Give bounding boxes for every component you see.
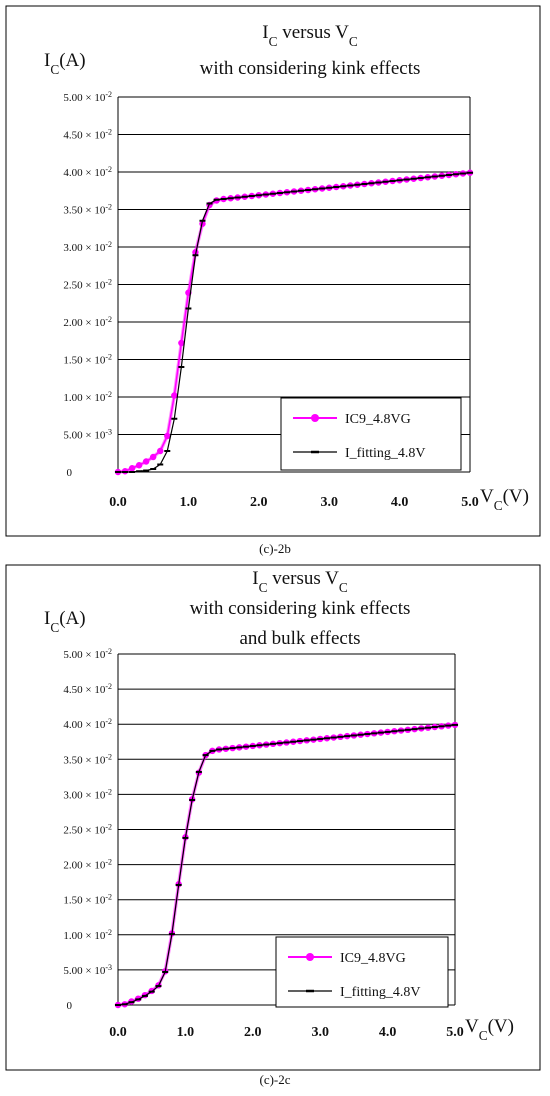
chart-title-line-1: IC versus VC — [262, 22, 358, 49]
legend-label: I_fitting_4.8V — [345, 446, 426, 461]
x-tick-label: 0.0 — [109, 1025, 127, 1040]
y-axis-label: IC(A) — [44, 50, 86, 77]
series-point-ic9 — [142, 458, 150, 465]
y-tick-label: 4.50 × 10-2 — [63, 682, 112, 697]
x-tick-label: 3.0 — [311, 1025, 329, 1040]
chart-panel-1: IC versus VC with considering kink effect… — [5, 5, 541, 537]
legend: IC9_4.8VG I_fitting_4.8V — [280, 397, 462, 471]
series-point-ic9 — [135, 462, 143, 469]
chart-title-line-1: IC versus VC — [252, 568, 348, 595]
x-tick-label: 0.0 — [109, 495, 127, 510]
legend: IC9_4.8VG I_fitting_4.8V — [275, 936, 449, 1008]
y-tick-label: 3.50 × 10-2 — [63, 202, 112, 217]
legend-label: IC9_4.8VG — [340, 951, 406, 966]
x-tick-label: 1.0 — [177, 1025, 195, 1040]
series-point-ic9 — [150, 453, 157, 461]
y-tick-label: 1.50 × 10-2 — [63, 892, 112, 907]
x-axis-label: VC(V) — [480, 486, 529, 513]
legend-label: IC9_4.8VG — [345, 412, 411, 427]
y-tick-label: 1.00 × 10-2 — [63, 390, 112, 405]
chart-title-line-3: and bulk effects — [240, 628, 361, 649]
x-tick-label: 5.0 — [461, 495, 479, 510]
legend-swatch-marker — [311, 414, 319, 422]
chart-panel-2: IC versus VC with considering kink effect… — [5, 564, 541, 1071]
y-tick-label: 2.00 × 10-2 — [63, 857, 112, 872]
y-tick-label: 1.50 × 10-2 — [63, 352, 112, 367]
x-axis-label: VC(V) — [465, 1016, 514, 1043]
y-tick-label: 4.50 × 10-2 — [63, 127, 112, 142]
x-tick-label: 2.0 — [250, 495, 268, 510]
chart-title-line-2: with considering kink effects — [190, 598, 411, 619]
figure-caption: (c)-2b — [259, 541, 291, 556]
y-tick-label: 3.00 × 10-2 — [63, 787, 112, 802]
x-tick-label: 2.0 — [244, 1025, 262, 1040]
series-point-ic9 — [157, 447, 164, 455]
y-tick-label: 0 — [67, 467, 73, 479]
y-tick-label: 4.00 × 10-2 — [63, 165, 112, 180]
y-tick-label: 2.50 × 10-2 — [63, 822, 112, 837]
x-tick-label: 5.0 — [446, 1025, 464, 1040]
y-tick-label: 1.00 × 10-2 — [63, 927, 112, 942]
x-tick-label: 4.0 — [391, 495, 409, 510]
x-tick-label: 4.0 — [379, 1025, 397, 1040]
series-point-ic9 — [171, 392, 178, 399]
x-tick-label: 1.0 — [180, 495, 198, 510]
legend-swatch-marker — [306, 953, 314, 961]
chart-title-line-2: with considering kink effects — [200, 58, 421, 79]
y-tick-label: 5.00 × 10-3 — [63, 962, 112, 977]
series-point-ic9 — [164, 432, 171, 440]
x-tick-label: 3.0 — [320, 495, 338, 510]
legend-box — [280, 397, 462, 471]
legend-box — [275, 936, 449, 1008]
chart-frame — [5, 564, 541, 1071]
y-tick-label: 0 — [67, 1000, 73, 1012]
legend-label: I_fitting_4.8V — [340, 985, 421, 1000]
series-point-ic9 — [128, 465, 136, 472]
y-tick-label: 5.00 × 10-2 — [63, 90, 112, 105]
series-point-ic9 — [178, 339, 185, 347]
y-tick-label: 4.00 × 10-2 — [63, 717, 112, 732]
y-axis-label: IC(A) — [44, 608, 86, 635]
figure-caption: (c)-2c — [259, 1072, 290, 1087]
y-tick-label: 5.00 × 10-2 — [63, 647, 112, 662]
y-tick-label: 3.50 × 10-2 — [63, 752, 112, 767]
y-tick-label: 5.00 × 10-3 — [63, 427, 112, 442]
y-tick-label: 2.00 × 10-2 — [63, 315, 112, 330]
y-tick-label: 3.00 × 10-2 — [63, 240, 112, 255]
y-tick-label: 2.50 × 10-2 — [63, 277, 112, 292]
